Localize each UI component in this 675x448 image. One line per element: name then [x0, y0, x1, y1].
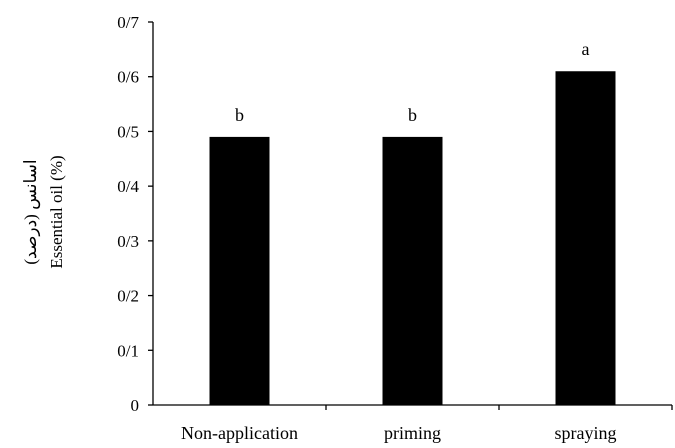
- y-tick-label: 0/3: [117, 232, 139, 251]
- y-tick-label: 0/4: [117, 177, 139, 196]
- bar-priming: [382, 136, 443, 405]
- x-tick-label: spraying: [555, 423, 617, 443]
- y-axis-title-english: Essential oil (%): [47, 155, 66, 268]
- y-axis-title: اسانس (درصد) Essential oil (%): [21, 155, 66, 268]
- y-tick-label: 0/6: [117, 68, 139, 87]
- x-tick-label: priming: [384, 423, 441, 443]
- bar-spraying: [555, 71, 616, 405]
- y-tick-label: 0/7: [117, 13, 139, 32]
- y-tick-label: 0/2: [117, 287, 139, 306]
- y-tick-label: 0/5: [117, 122, 139, 141]
- y-axis-title-persian: اسانس (درصد): [21, 159, 41, 264]
- significance-letter: b: [235, 105, 244, 125]
- y-tick-label: 0/1: [117, 341, 139, 360]
- y-tick-label: 0: [131, 396, 140, 415]
- bar-non-application: [209, 136, 270, 405]
- significance-letter: a: [582, 39, 590, 59]
- significance-letter: b: [408, 105, 417, 125]
- x-tick-label: Non-application: [181, 423, 298, 443]
- plot-area: b b a 0 0/1 0/2 0/3 0/4 0/5 0/6 0/7 Non-application…: [117, 13, 673, 443]
